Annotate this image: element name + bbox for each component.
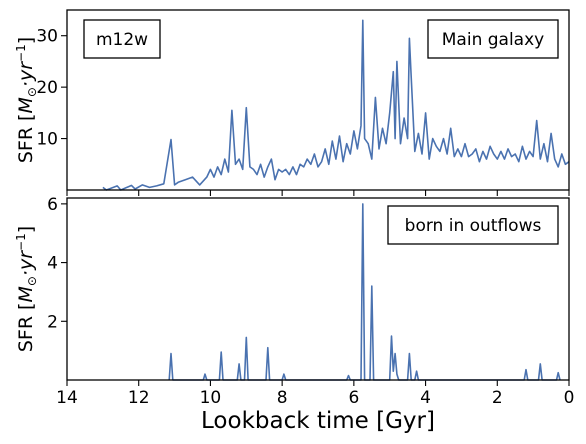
bottom-right-tag-box (387, 205, 559, 245)
bottom-x-tick-label-12: 12 (128, 388, 150, 408)
top-y-label-dot: ⊙ (25, 87, 39, 97)
bottom-y-label-dot: ⊙ (25, 276, 39, 286)
top-y-label-exp: −1 (14, 44, 28, 62)
top-left-tag: m12w (96, 30, 148, 50)
bottom-y-ticks: 2 4 6 (47, 195, 67, 332)
top-right-tag: Main galaxy (442, 30, 544, 50)
top-panel: 10 20 30 m12w Main galaxy SFR [M⊙·yr−1] (14, 9, 570, 196)
bottom-y-label-unit: M (15, 286, 37, 302)
top-y-label-close: ] (15, 37, 37, 44)
bottom-x-tick-label-4: 4 (420, 388, 431, 408)
top-y-axis-label: SFR [M⊙·yr−1] (14, 37, 39, 163)
top-y-tick-label-20: 20 (36, 78, 58, 98)
bottom-x-tick-label-8: 8 (277, 388, 288, 408)
bottom-y-tick-label-6: 6 (47, 195, 58, 215)
top-right-tag-box (427, 19, 559, 59)
top-x-ticks (66, 190, 570, 196)
top-y-ticks: 10 20 30 (36, 27, 67, 150)
top-y-label-prefix: SFR [ (15, 114, 37, 164)
bottom-y-label-close: ] (15, 226, 37, 233)
top-y-label-unit: M (15, 97, 37, 113)
bottom-y-label-exp: −1 (14, 233, 28, 251)
bottom-x-tick-label-0: 0 (564, 388, 575, 408)
top-sfr-line (102, 19, 570, 191)
bottom-y-label-prefix: SFR [ (15, 303, 37, 353)
bottom-x-tick-label-2: 2 (492, 388, 503, 408)
bottom-axes-frame (66, 197, 570, 381)
bottom-right-tag: born in outflows (405, 216, 542, 236)
top-y-tick-label-10: 10 (36, 130, 58, 150)
bottom-y-tick-label-2: 2 (47, 312, 58, 332)
bottom-y-axis-label: SFR [M⊙·yr−1] (14, 226, 39, 352)
bottom-x-tick-label-14: 14 (56, 388, 78, 408)
x-axis-label: Lookback time [Gyr] (201, 408, 435, 434)
top-y-tick-label-30: 30 (36, 27, 58, 47)
bottom-x-tick-label-6: 6 (348, 388, 359, 408)
bottom-panel: 2 4 6 14 12 10 8 6 4 2 0 born in outflows SFR [M⊙… (14, 195, 574, 434)
bottom-x-tick-label-10: 10 (200, 388, 222, 408)
bottom-y-tick-label-4: 4 (47, 254, 58, 274)
bottom-x-ticks: 14 12 10 8 6 4 2 0 (56, 380, 574, 408)
top-left-tag-box (83, 19, 161, 59)
top-axes-frame (66, 9, 570, 191)
bottom-y-label-rest: ·yr (15, 250, 37, 276)
top-y-label-rest: ·yr (15, 61, 37, 87)
